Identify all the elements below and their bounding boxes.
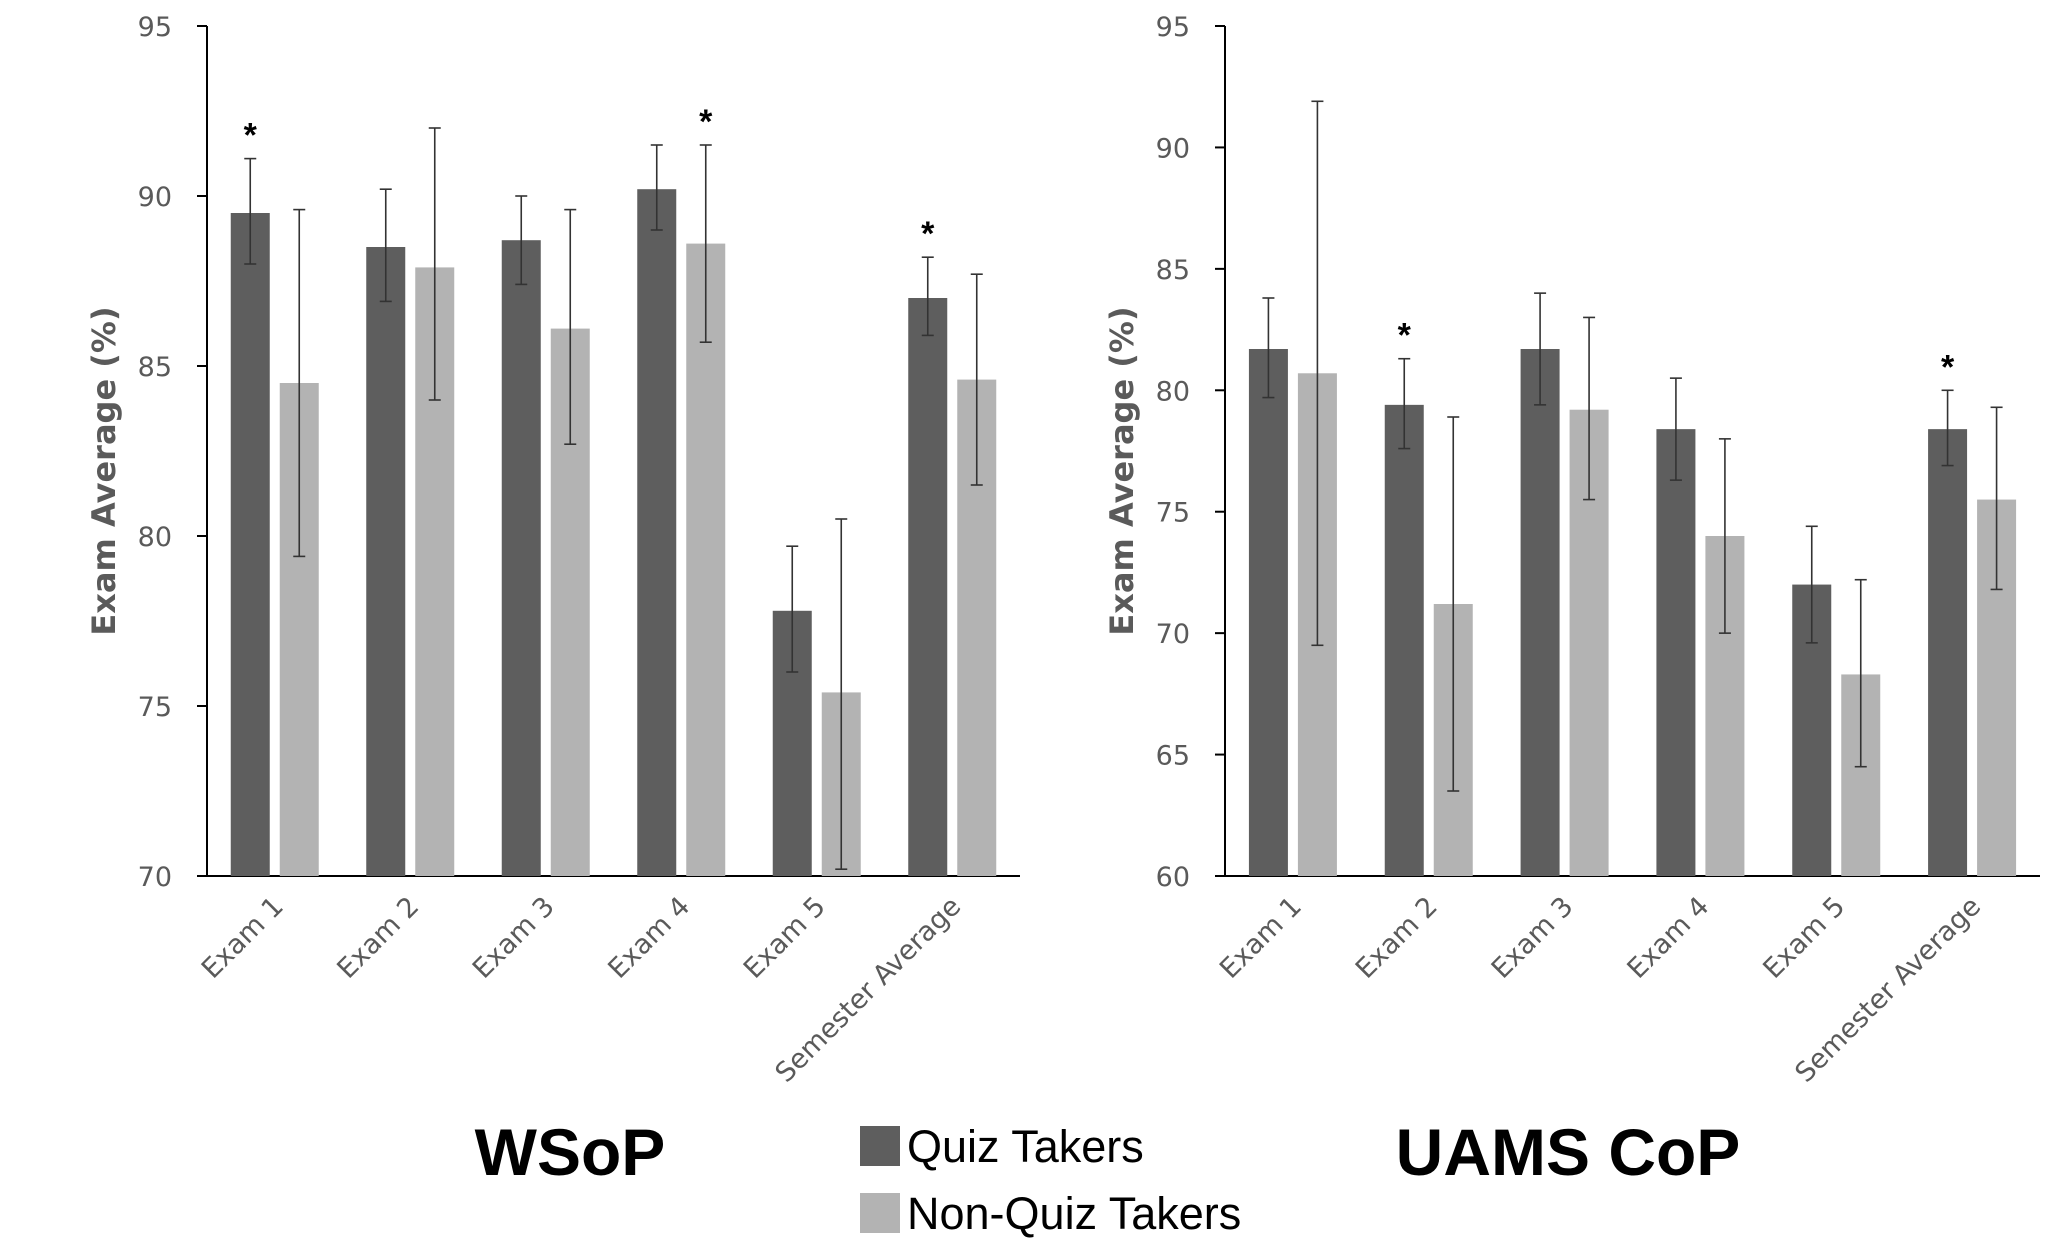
x-tick-label: Exam 3 xyxy=(467,891,561,985)
legend-label-non-quiz-takers: Non-Quiz Takers xyxy=(907,1188,1241,1239)
bar-quiz-takers xyxy=(908,298,948,876)
y-tick-label: 75 xyxy=(1156,498,1190,529)
y-axis-title: Exam Average (%) xyxy=(85,306,123,635)
y-tick-label: 95 xyxy=(138,12,172,43)
bar-quiz-takers xyxy=(1928,429,1968,876)
uams-cop-chart: 60 65 70 75 80 85 90 95 Exam Average (%) Exam 1 * E… xyxy=(1103,12,2040,1089)
y-tick-label: 85 xyxy=(1156,255,1190,286)
legend: Quiz Takers Non-Quiz Takers xyxy=(860,1121,1241,1239)
bar-non-quiz-takers xyxy=(686,243,726,877)
bar-quiz-takers xyxy=(1520,349,1560,876)
x-tick-label: Exam 4 xyxy=(1622,891,1716,985)
legend-label-quiz-takers: Quiz Takers xyxy=(907,1121,1144,1172)
uams-cop-chart-title: UAMS CoP xyxy=(1396,1115,1741,1189)
y-tick-label: 90 xyxy=(138,182,172,213)
significance-marker: * xyxy=(1941,348,1955,386)
legend-swatch-non-quiz-takers xyxy=(860,1193,900,1233)
y-axis-title: Exam Average (%) xyxy=(1103,306,1141,635)
y-tick-label: 80 xyxy=(1156,376,1190,407)
y-tick-label: 65 xyxy=(1156,741,1190,772)
x-tick-label: Exam 2 xyxy=(1350,891,1444,985)
bar-quiz-takers xyxy=(1384,404,1424,876)
y-tick-label: 70 xyxy=(138,862,172,893)
wsop-chart-title: WSoP xyxy=(475,1115,666,1189)
significance-marker: * xyxy=(699,103,713,141)
bar-quiz-takers xyxy=(230,213,270,876)
bar-quiz-takers xyxy=(1656,429,1696,876)
y-tick-label: 95 xyxy=(1156,12,1190,43)
y-tick-label: 85 xyxy=(138,352,172,383)
x-tick-label: Exam 5 xyxy=(1757,891,1851,985)
y-tick-label: 90 xyxy=(1156,133,1190,164)
y-tick-label: 75 xyxy=(138,692,172,723)
bar-quiz-takers xyxy=(1248,349,1288,876)
bar-quiz-takers xyxy=(366,247,406,876)
y-tick-label: 80 xyxy=(138,522,172,553)
bar-quiz-takers xyxy=(637,189,677,876)
x-tick-label: Exam 4 xyxy=(602,891,696,985)
significance-marker: * xyxy=(1398,317,1412,355)
x-tick-label: Exam 1 xyxy=(1214,891,1308,985)
legend-swatch-quiz-takers xyxy=(860,1126,900,1166)
y-tick-label: 70 xyxy=(1156,619,1190,650)
x-tick-label: Exam 3 xyxy=(1486,891,1580,985)
x-tick-label: Exam 2 xyxy=(331,891,425,985)
x-tick-label: Exam 1 xyxy=(196,891,290,985)
y-tick-label: 60 xyxy=(1156,862,1190,893)
bar-quiz-takers xyxy=(501,240,541,876)
significance-marker: * xyxy=(921,215,935,253)
significance-marker: * xyxy=(244,117,258,155)
wsop-chart: 70 75 80 85 90 95 Exam Average (%) * Exam 1 Exam … xyxy=(85,12,1020,1089)
x-tick-label: Exam 5 xyxy=(738,891,832,985)
